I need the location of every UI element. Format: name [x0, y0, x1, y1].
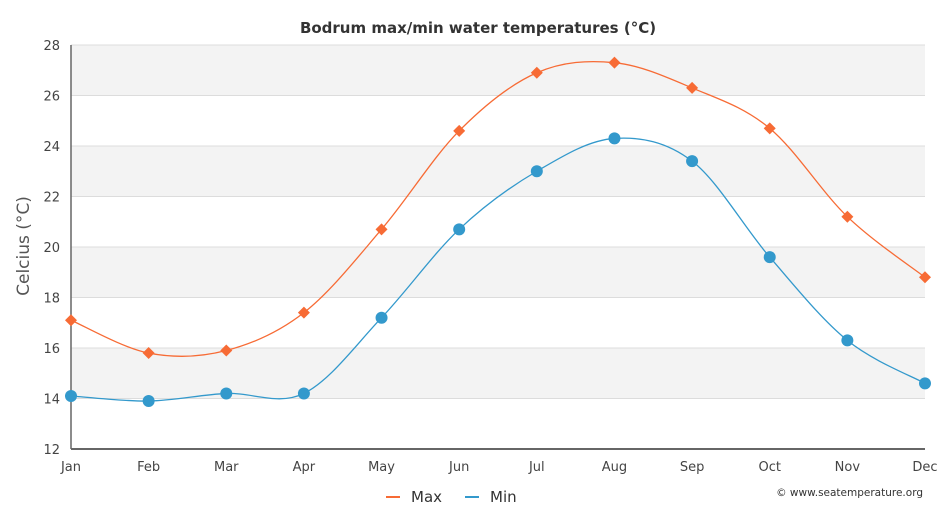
y-tick-label: 14 [43, 393, 60, 408]
plot-band [71, 45, 925, 96]
data-point-max[interactable] [220, 344, 233, 357]
plot-band [71, 297, 925, 348]
data-point-min[interactable] [608, 132, 621, 145]
x-tick-label: Mar [214, 460, 239, 475]
y-tick-label: 18 [43, 292, 60, 307]
x-tick-label: Dec [912, 460, 937, 475]
plot-band [71, 247, 925, 298]
data-point-max[interactable] [530, 66, 543, 79]
x-tick-label: Oct [758, 460, 780, 475]
data-point-max[interactable] [686, 81, 699, 94]
data-point-max[interactable] [453, 124, 466, 137]
data-point-min[interactable] [65, 389, 77, 402]
x-tick-label: Jul [528, 460, 545, 475]
legend-item-min[interactable]: Min [490, 488, 517, 506]
x-tick-label: Nov [835, 460, 861, 475]
data-point-max[interactable] [142, 347, 155, 360]
plot-band [71, 146, 925, 197]
credit-text: © www.seatemperature.org [776, 487, 923, 499]
data-point-max[interactable] [608, 56, 621, 69]
x-tick-label: Feb [137, 460, 160, 475]
y-tick-label: 26 [43, 90, 60, 105]
data-point-min[interactable] [142, 395, 155, 408]
x-tick-label: Jan [60, 460, 81, 475]
plot-band [71, 398, 925, 449]
plot-band [71, 196, 925, 247]
y-axis: 12 14 16 18 20 22 24 26 28 [43, 39, 925, 458]
y-tick-label: 20 [43, 241, 60, 256]
plot-bands [71, 45, 925, 449]
x-tick-label: Aug [602, 460, 627, 475]
series-group [65, 56, 931, 408]
x-tick-label: Apr [293, 460, 316, 475]
y-tick-label: 28 [43, 39, 60, 54]
y-tick-label: 22 [43, 191, 60, 206]
legend-item-max[interactable]: Max [411, 488, 442, 506]
data-point-min[interactable] [841, 334, 854, 347]
y-tick-label: 12 [43, 443, 60, 458]
data-point-min[interactable] [530, 165, 543, 178]
data-point-max[interactable] [919, 271, 931, 284]
data-point-min[interactable] [375, 311, 388, 324]
data-point-min[interactable] [220, 387, 233, 400]
data-point-min[interactable] [919, 377, 931, 390]
data-point-min[interactable] [453, 223, 466, 236]
x-tick-label: Sep [680, 460, 705, 475]
data-point-max[interactable] [763, 122, 776, 135]
data-point-max[interactable] [65, 314, 77, 327]
y-tick-label: 16 [43, 342, 60, 357]
plot-band [71, 348, 925, 399]
chart-title: Bodrum max/min water temperatures (°C) [300, 19, 656, 37]
data-point-min[interactable] [297, 387, 310, 400]
data-point-max[interactable] [297, 306, 310, 319]
x-tick-label: May [368, 460, 395, 475]
legend[interactable]: Max Min [386, 488, 517, 506]
data-point-max[interactable] [841, 210, 854, 223]
data-point-min[interactable] [763, 251, 776, 264]
x-tick-label: Jun [448, 460, 469, 475]
plot-band [71, 95, 925, 146]
data-point-max[interactable] [375, 223, 388, 236]
y-tick-label: 24 [43, 140, 60, 155]
y-axis-label: Celcius (°C) [14, 196, 34, 296]
x-axis: Jan Feb Mar Apr May Jun Jul Aug Sep Oct Nov Dec [60, 45, 938, 475]
data-point-min[interactable] [686, 155, 699, 168]
